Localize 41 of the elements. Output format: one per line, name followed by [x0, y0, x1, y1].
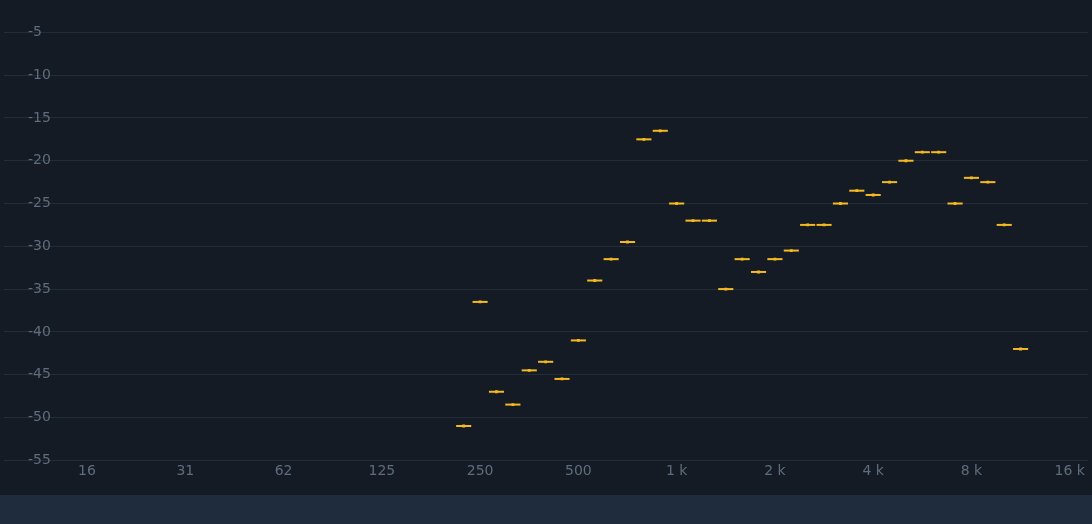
point [511, 403, 515, 406]
x-tick-label: 4 k [862, 462, 885, 479]
x-tick-label: 1 k [665, 462, 689, 479]
y-tick-label: -55 [28, 450, 51, 467]
x-tick-label: 500 [565, 462, 592, 479]
point [1002, 223, 1006, 227]
point [675, 202, 679, 205]
point [937, 150, 941, 154]
y-tick-label: -20 [28, 151, 51, 168]
point [920, 150, 924, 154]
y-tick-label: -50 [28, 408, 51, 425]
point [888, 180, 891, 184]
point [740, 257, 744, 261]
x-tick-label: 250 [466, 462, 494, 479]
x-tick-label: 2 k [764, 462, 787, 479]
point [806, 223, 810, 227]
point [544, 360, 548, 364]
point [789, 249, 793, 252]
x-tick-label: 31 [176, 462, 195, 479]
y-tick-label: -15 [28, 108, 51, 125]
point [855, 189, 859, 193]
point [527, 368, 531, 372]
point [642, 137, 646, 141]
x-tick-label: 8 k [960, 462, 984, 479]
x-tick-label: 125 [368, 462, 396, 479]
point [609, 257, 613, 261]
point [593, 279, 597, 282]
y-tick-label: -35 [28, 279, 51, 296]
y-tick-label: -45 [28, 365, 51, 382]
point [986, 180, 990, 184]
point [658, 129, 662, 133]
x-tick-label: 16 k [1054, 462, 1086, 479]
y-tick-label: -25 [28, 194, 51, 211]
x-tick-label: 62 [274, 462, 293, 479]
y-tick-label: -5 [28, 23, 42, 40]
point [495, 390, 498, 394]
y-tick-label: -10 [28, 65, 51, 82]
point [970, 176, 973, 180]
y-tick-label: -40 [28, 322, 51, 339]
y-tick-label: -30 [28, 236, 51, 253]
x-tick-label: 16 [78, 462, 97, 479]
